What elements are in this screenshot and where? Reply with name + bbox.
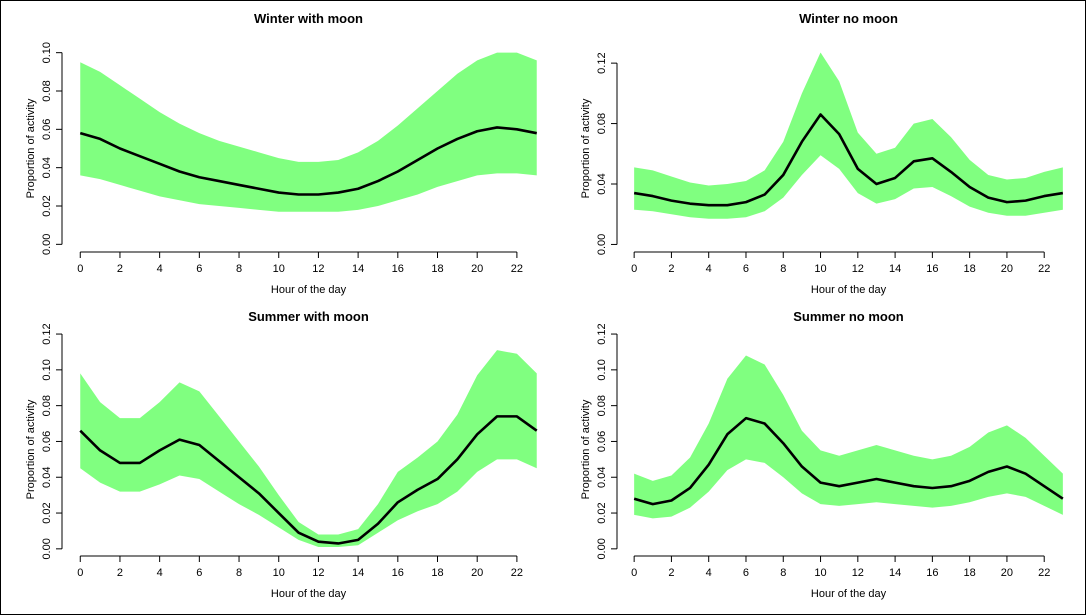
x-axis-label: Hour of the day <box>271 588 347 600</box>
confidence-band <box>634 355 1063 519</box>
panel-title: Summer with moon <box>248 309 369 324</box>
confidence-band <box>80 52 537 212</box>
x-tick-label: 2 <box>117 567 123 579</box>
x-tick-label: 10 <box>814 263 826 275</box>
mean-line <box>633 113 1064 207</box>
y-tick-label: 0.04 <box>41 157 53 178</box>
x-tick-label: 4 <box>157 263 163 275</box>
y-axis-label: Proportion of activity <box>580 399 592 499</box>
x-tick-label: 8 <box>780 263 786 275</box>
y-tick-label: 0.08 <box>41 80 53 101</box>
x-tick-label: 0 <box>77 567 83 579</box>
y-tick-label: 0.10 <box>41 42 53 63</box>
y-tick-label: 0.06 <box>596 431 608 452</box>
x-tick-label: 22 <box>1038 263 1050 275</box>
x-tick-label: 4 <box>706 263 712 275</box>
x-tick-label: 18 <box>964 263 976 275</box>
panel-title: Winter no moon <box>799 11 898 26</box>
x-tick-label: 16 <box>392 567 404 579</box>
x-tick-label: 2 <box>117 263 123 275</box>
x-tick-label: 22 <box>511 567 523 579</box>
y-tick-label: 0.08 <box>596 395 608 416</box>
y-tick-label: 0.10 <box>41 359 53 380</box>
panel-title: Summer no moon <box>793 309 904 324</box>
x-tick-label: 18 <box>964 567 976 579</box>
mean-line <box>633 416 1064 506</box>
y-tick-label: 0.10 <box>596 359 608 380</box>
y-tick-label: 0.08 <box>41 395 53 416</box>
x-tick-label: 10 <box>814 567 826 579</box>
x-tick-label: 18 <box>431 263 443 275</box>
x-tick-label: 0 <box>631 567 637 579</box>
x-tick-label: 6 <box>196 567 202 579</box>
y-tick-label: 0.00 <box>596 234 608 255</box>
y-axis-label: Proportion of activity <box>580 98 592 198</box>
x-tick-label: 4 <box>706 567 712 579</box>
x-tick-label: 20 <box>471 263 483 275</box>
y-tick-label: 0.12 <box>41 323 53 344</box>
x-tick-label: 22 <box>1038 567 1050 579</box>
y-tick-label: 0.04 <box>41 467 53 488</box>
x-tick-label: 14 <box>889 263 901 275</box>
x-tick-label: 6 <box>196 263 202 275</box>
y-tick-label: 0.02 <box>41 195 53 216</box>
y-axis-label: Proportion of activity <box>25 399 37 499</box>
x-tick-label: 0 <box>77 263 83 275</box>
x-tick-label: 10 <box>273 263 285 275</box>
x-tick-label: 0 <box>631 263 637 275</box>
x-tick-label: 16 <box>926 263 938 275</box>
mean-line <box>79 126 537 196</box>
x-tick-label: 8 <box>780 567 786 579</box>
x-tick-label: 22 <box>511 263 523 275</box>
x-tick-label: 20 <box>1001 567 1013 579</box>
x-tick-label: 6 <box>743 263 749 275</box>
x-tick-label: 20 <box>471 567 483 579</box>
x-tick-label: 8 <box>236 263 242 275</box>
x-tick-label: 16 <box>392 263 404 275</box>
mean-line <box>79 415 538 545</box>
x-tick-label: 12 <box>312 567 324 579</box>
x-tick-label: 14 <box>352 567 364 579</box>
y-tick-label: 0.06 <box>41 431 53 452</box>
y-tick-label: 0.02 <box>596 502 608 523</box>
y-tick-label: 0.00 <box>596 538 608 559</box>
y-tick-label: 0.12 <box>596 52 608 73</box>
y-tick-label: 0.04 <box>596 467 608 488</box>
x-axis-label: Hour of the day <box>271 284 347 296</box>
x-tick-label: 14 <box>352 263 364 275</box>
x-tick-label: 4 <box>157 567 163 579</box>
x-tick-label: 2 <box>668 567 674 579</box>
x-axis-label: Hour of the day <box>811 588 887 600</box>
y-tick-label: 0.08 <box>596 113 608 134</box>
y-tick-label: 0.04 <box>596 173 608 194</box>
y-tick-label: 0.12 <box>596 323 608 344</box>
panel-title: Winter with moon <box>254 11 363 26</box>
y-tick-label: 0.00 <box>41 538 53 559</box>
x-tick-label: 12 <box>852 263 864 275</box>
x-tick-label: 10 <box>273 567 285 579</box>
x-tick-label: 8 <box>236 567 242 579</box>
x-tick-label: 18 <box>431 567 443 579</box>
x-tick-label: 16 <box>926 567 938 579</box>
x-tick-label: 12 <box>852 567 864 579</box>
y-tick-label: 0.00 <box>41 234 53 255</box>
x-tick-label: 2 <box>668 263 674 275</box>
x-tick-label: 6 <box>743 567 749 579</box>
x-tick-label: 20 <box>1001 263 1013 275</box>
x-tick-label: 12 <box>312 263 324 275</box>
y-tick-label: 0.02 <box>41 502 53 523</box>
x-axis-label: Hour of the day <box>811 284 887 296</box>
y-axis-label: Proportion of activity <box>25 98 37 198</box>
y-tick-label: 0.06 <box>41 119 53 140</box>
x-tick-label: 14 <box>889 567 901 579</box>
confidence-band <box>80 350 537 548</box>
